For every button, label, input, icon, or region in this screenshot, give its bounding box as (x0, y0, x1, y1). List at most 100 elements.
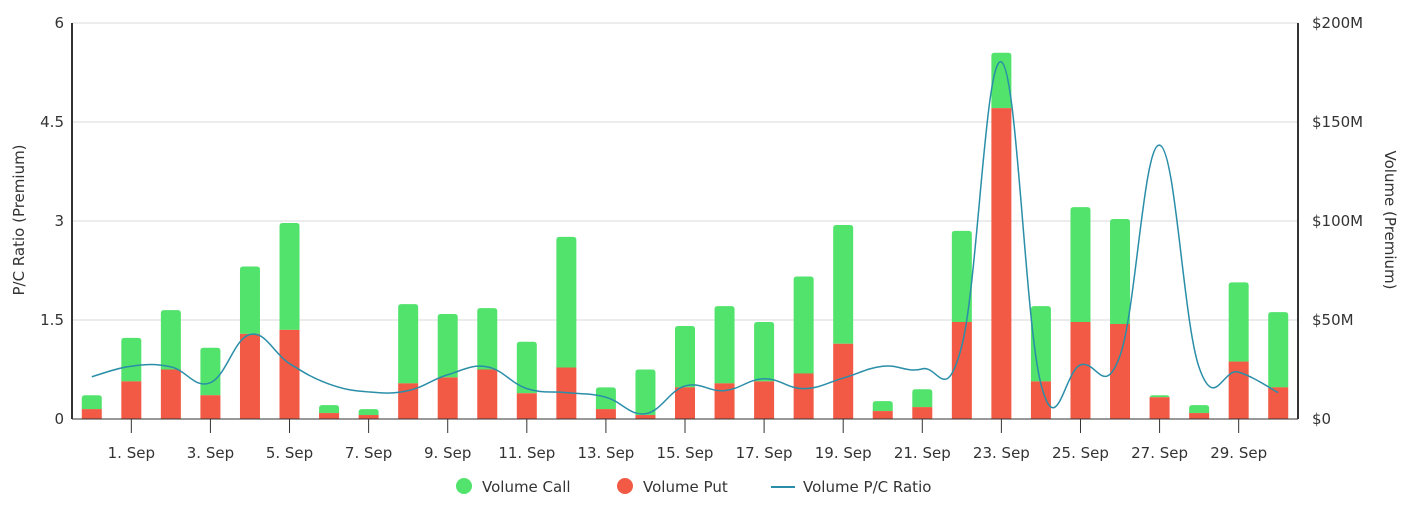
x-tick-label: 3. Sep (187, 444, 234, 462)
bar-volume-put (793, 373, 814, 419)
bar-volume-put (1189, 413, 1210, 419)
legend-call-marker (456, 478, 472, 494)
bar-volume-put (754, 381, 775, 419)
bar-volume-call (516, 341, 537, 394)
bar-volume-call (239, 266, 260, 334)
y-left-tick-label: 4.5 (40, 113, 64, 131)
bar-volume-put (912, 407, 933, 419)
bar-volume-call (121, 337, 142, 382)
y-left-tick-label: 0 (54, 410, 64, 428)
bar-volume-put (1228, 361, 1249, 419)
legend-item-ratio[interactable]: Volume P/C Ratio (771, 478, 931, 496)
bar-volume-call (1110, 219, 1131, 324)
legend-put-marker (617, 478, 633, 494)
bar-volume-put (160, 369, 181, 419)
bar-volume-put (81, 409, 102, 419)
bar-volume-put (477, 369, 498, 419)
bar-volume-put (279, 329, 300, 419)
ratio-line-group (91, 61, 1279, 415)
bar-volume-call (595, 387, 616, 410)
y-right-tick-label: $50M (1312, 311, 1354, 329)
bars (81, 52, 1289, 419)
bar-volume-call (872, 401, 893, 412)
y-right-axis-title: Volume (Premium) (1381, 150, 1399, 289)
bar-volume-put (437, 377, 458, 419)
bar-volume-put (1070, 321, 1091, 419)
bar-volume-put (1149, 397, 1170, 419)
bar-volume-call (437, 314, 458, 378)
bar-volume-put (516, 393, 537, 419)
x-tick-label: 19. Sep (815, 444, 872, 462)
y-right-tick-label: $200M (1312, 14, 1363, 32)
x-tick-label: 29. Sep (1210, 444, 1267, 462)
bar-volume-put (675, 387, 695, 419)
bar-volume-put (358, 415, 379, 419)
bar-volume-put (319, 413, 340, 419)
legend-ratio-label: Volume P/C Ratio (803, 478, 931, 496)
x-tick-label: 13. Sep (577, 444, 634, 462)
bar-volume-call (1030, 306, 1051, 382)
bar-volume-call (279, 222, 300, 330)
y-right-tick-label: $0 (1312, 410, 1331, 428)
bar-volume-put (714, 383, 735, 419)
bar-volume-call (160, 310, 181, 370)
bar-volume-call (556, 236, 577, 368)
y-left-tick-label: 1.5 (40, 311, 64, 329)
bar-volume-call (200, 347, 221, 396)
bar-volume-put (595, 409, 616, 419)
bar-volume-put (872, 411, 893, 419)
bar-volume-put (951, 321, 972, 419)
x-tick-label: 23. Sep (973, 444, 1030, 462)
bar-volume-call (398, 304, 419, 384)
x-tick-label: 21. Sep (894, 444, 951, 462)
bar-volume-put (200, 395, 221, 419)
x-tick-label: 11. Sep (498, 444, 555, 462)
bar-volume-call (793, 276, 814, 374)
bar-volume-call (81, 395, 102, 410)
x-tick-label: 27. Sep (1131, 444, 1188, 462)
x-tick-label: 1. Sep (108, 444, 155, 462)
bar-volume-call (1189, 405, 1210, 414)
bar-volume-call (1149, 395, 1170, 399)
legend-put-label: Volume Put (643, 478, 728, 496)
bar-volume-put (991, 108, 1012, 419)
bar-volume-call (754, 321, 775, 382)
bar-volume-call (1070, 207, 1091, 322)
bar-volume-call (319, 405, 340, 414)
bar-volume-put (239, 333, 260, 419)
y-right-tick-label: $150M (1312, 113, 1363, 131)
bar-volume-call (912, 389, 933, 408)
x-tick-label: 7. Sep (345, 444, 392, 462)
x-tick-label: 9. Sep (424, 444, 471, 462)
bar-volume-put (1030, 381, 1051, 419)
legend-item-call[interactable]: Volume Call (456, 478, 571, 496)
grid-lines (72, 22, 1298, 321)
bar-volume-call (358, 409, 379, 416)
bar-volume-put (635, 415, 656, 419)
bar-volume-call (477, 308, 498, 370)
bar-volume-call (675, 325, 695, 388)
legend: Volume Call Volume Put Volume P/C Ratio (456, 478, 931, 496)
y-left-axis-title: P/C Ratio (Premium) (10, 144, 28, 295)
x-tick-label: 5. Sep (266, 444, 313, 462)
bar-volume-put (833, 343, 854, 419)
bar-volume-put (1110, 323, 1131, 419)
y-left-tick-label: 3 (54, 212, 64, 230)
bar-volume-call (1228, 282, 1249, 362)
bar-volume-call (951, 230, 972, 322)
legend-item-put[interactable]: Volume Put (617, 478, 728, 496)
legend-call-label: Volume Call (482, 478, 571, 496)
bar-volume-put (1268, 387, 1289, 419)
bar-volume-call (1268, 312, 1289, 388)
bar-volume-call (635, 369, 656, 416)
x-tick-label: 15. Sep (657, 444, 714, 462)
axes: 0 1.5 3 4.5 6 $0 $50M $100M $150M $200M 1. Sep 3. S… (40, 14, 1363, 462)
ratio-line (91, 61, 1279, 415)
x-tick-label: 25. Sep (1052, 444, 1109, 462)
x-tick-label: 17. Sep (736, 444, 793, 462)
bar-volume-call (833, 224, 854, 344)
bar-volume-call (714, 306, 735, 384)
y-left-tick-label: 6 (54, 14, 64, 32)
bar-volume-put (121, 381, 142, 419)
